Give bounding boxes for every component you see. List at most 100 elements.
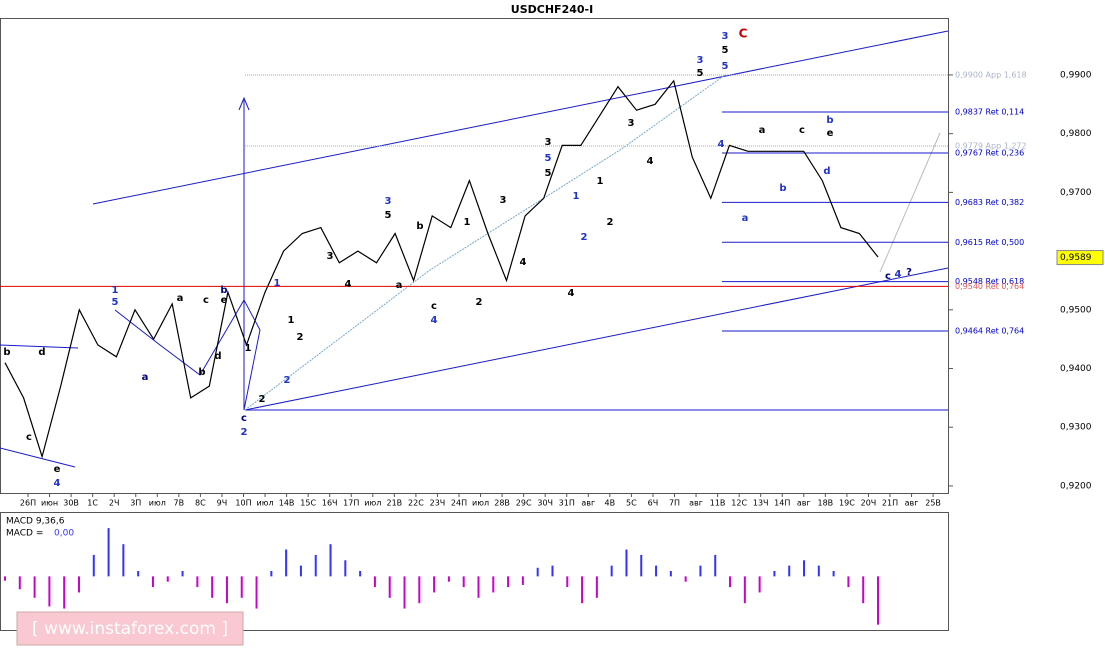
wave-label: 3 — [722, 31, 729, 42]
level-label: 0,9548 Ret 0,618 — [955, 277, 1024, 286]
wave-label: 2 — [581, 232, 588, 243]
watermark: [ www.instaforex.com ] — [32, 619, 228, 639]
wave-label: 2 — [607, 217, 614, 228]
wave-path — [114, 298, 261, 411]
wave-label: 1 — [597, 176, 604, 187]
wave-label: b — [416, 221, 423, 232]
macd-bar — [166, 576, 169, 582]
macd-bar — [581, 576, 584, 604]
macd-bar — [566, 576, 569, 588]
macd-bar — [699, 565, 702, 577]
wave-label: c — [26, 432, 32, 443]
wave-label: a — [396, 280, 403, 291]
wave-label: 3 — [385, 196, 392, 207]
macd-bar — [655, 565, 658, 577]
wave-label: 5 — [112, 297, 119, 308]
macd-value-prefix: MACD = — [6, 529, 43, 539]
macd-bar — [714, 554, 717, 577]
x-tick-label: 22С — [408, 499, 424, 508]
wave-label: 4 — [520, 257, 527, 268]
wave-label: 3 — [697, 55, 704, 66]
wave-label: 2 — [284, 375, 291, 386]
macd-bar — [225, 576, 228, 604]
x-tick-label: 13Ч — [753, 499, 769, 508]
macd-bar — [181, 571, 184, 577]
macd-bar — [122, 544, 125, 577]
macd-bar — [507, 576, 510, 588]
macd-bar — [4, 576, 6, 581]
macd-bar — [492, 576, 495, 593]
wave-label: 4 — [895, 269, 902, 280]
wave-label: 5 — [722, 61, 729, 72]
x-tick-label: 5С — [626, 499, 637, 508]
x-tick-label: авг — [905, 499, 919, 508]
wave-label: 3 — [327, 251, 334, 262]
wave-label: c — [799, 125, 805, 136]
macd-bar — [137, 571, 140, 577]
wave-label: 1 — [573, 191, 580, 202]
wave-label: 4 — [647, 156, 654, 167]
macd-bar — [285, 549, 288, 577]
wave-label: 5 — [545, 168, 552, 179]
x-tick-label: 15С — [300, 499, 316, 508]
wave-label: 1 — [112, 285, 119, 296]
x-tick-label: 1С — [87, 499, 98, 508]
y-tick-label: 0,9200 — [1060, 481, 1092, 491]
wave-label: 4 — [345, 279, 352, 290]
wave-label: a — [759, 125, 766, 136]
wave-label: e — [827, 128, 834, 139]
macd-bar — [817, 565, 820, 577]
macd-bar — [270, 571, 273, 577]
y-tick-label: 0,9800 — [1060, 129, 1092, 139]
wave-label: c — [431, 301, 437, 312]
x-tick-label: 21В — [387, 499, 403, 508]
macd-bar — [151, 576, 154, 588]
macd-bar — [640, 554, 643, 577]
macd-bar — [403, 576, 406, 609]
level-label: 0,9540 Ret 0,764 — [955, 282, 1024, 291]
x-tick-label: 25В — [925, 499, 941, 508]
macd-bar — [684, 576, 687, 582]
wave-label: b — [826, 115, 833, 126]
wave-label: 1 — [288, 315, 295, 326]
macd-bar — [433, 576, 436, 593]
watermark-box — [16, 611, 244, 646]
x-tick-label: июл — [472, 499, 489, 508]
wave-label: 1 — [464, 217, 471, 228]
wave-label: c — [241, 413, 247, 424]
macd-bar — [669, 571, 672, 577]
x-tick-label: 4В — [605, 499, 616, 508]
x-tick-label: 7В — [174, 499, 185, 508]
x-tick-label: 30В — [63, 499, 79, 508]
x-tick-label: 3П — [130, 499, 141, 508]
macd-bar — [107, 528, 110, 577]
macd-bar — [595, 576, 598, 598]
x-tick-label: авг — [797, 499, 811, 508]
wave-label: 2 — [297, 332, 304, 343]
x-tick-label: 30Ч — [537, 499, 553, 508]
lower-channel — [244, 267, 949, 411]
macd-bar — [447, 576, 450, 582]
wave-label: 3 — [628, 118, 635, 129]
level-label: 0,9683 Ret 0,382 — [955, 198, 1024, 207]
macd-bar — [314, 554, 317, 577]
wave-label: 4 — [54, 478, 61, 489]
wave-label: b — [220, 285, 227, 296]
macd-bar — [329, 544, 332, 577]
x-tick-label: 2Ч — [109, 499, 120, 508]
wave-label: 2 — [476, 297, 483, 308]
current-price-box — [1056, 250, 1104, 266]
wave-label: a — [142, 372, 149, 383]
macd-bar — [758, 576, 761, 593]
y-tick-label: 0,9500 — [1060, 305, 1092, 315]
wave-label: 3 — [500, 195, 507, 206]
y-tick-label: 0,9300 — [1060, 423, 1092, 433]
x-tick-label: июл — [149, 499, 166, 508]
wave-label: a — [177, 293, 184, 304]
macd-bar — [743, 576, 746, 604]
macd-bar — [33, 576, 36, 598]
macd-bar — [344, 560, 347, 577]
wave-label: 4 — [431, 315, 438, 326]
price-frame — [0, 18, 949, 494]
wave-label: d — [38, 347, 45, 358]
